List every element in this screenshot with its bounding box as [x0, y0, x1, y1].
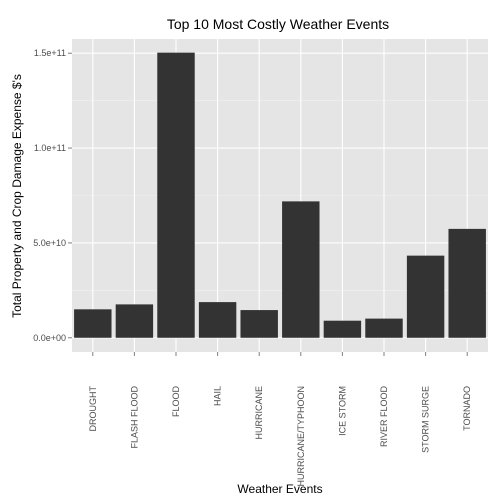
bar — [365, 318, 403, 338]
y-axis-title: Total Property and Crop Damage Expense $… — [10, 74, 24, 318]
bar — [323, 320, 362, 338]
bar — [240, 310, 278, 338]
x-tick-label: TORNADO — [462, 386, 472, 431]
y-tick-label: 0.0e+00 — [33, 333, 66, 343]
y-axis: 0.0e+00 5.0e+10 1.0e+11 1.5e+11 — [33, 48, 72, 343]
chart-title: Top 10 Most Costly Weather Events — [167, 16, 389, 32]
bar — [282, 201, 320, 338]
bar — [198, 302, 237, 338]
x-tick-label: HURRICANE/TYPHOON — [296, 386, 306, 487]
x-tick-label: STORM SURGE — [421, 386, 431, 453]
x-axis-title: Weather Events — [237, 482, 322, 496]
bars — [74, 52, 486, 338]
bar — [115, 304, 154, 338]
y-tick-label: 1.0e+11 — [34, 143, 66, 153]
y-tick-label: 1.5e+11 — [34, 48, 66, 58]
bar — [406, 255, 445, 338]
bar — [157, 52, 195, 338]
x-axis: DROUGHT FLASH FLOOD FLOOD HAIL HURRICANE HURR… — [88, 352, 472, 487]
bar — [74, 309, 112, 338]
x-tick-label: FLOOD — [171, 386, 181, 418]
x-tick-label: ICE STORM — [337, 386, 347, 436]
x-tick-label: FLASH FLOOD — [129, 386, 139, 449]
y-tick-label: 5.0e+10 — [33, 238, 66, 248]
x-tick-label: HAIL — [213, 386, 223, 406]
x-tick-label: DROUGHT — [88, 386, 98, 432]
bar — [448, 228, 486, 338]
x-tick-label: RIVER FLOOD — [379, 386, 389, 448]
x-tick-label: HURRICANE — [254, 386, 264, 440]
